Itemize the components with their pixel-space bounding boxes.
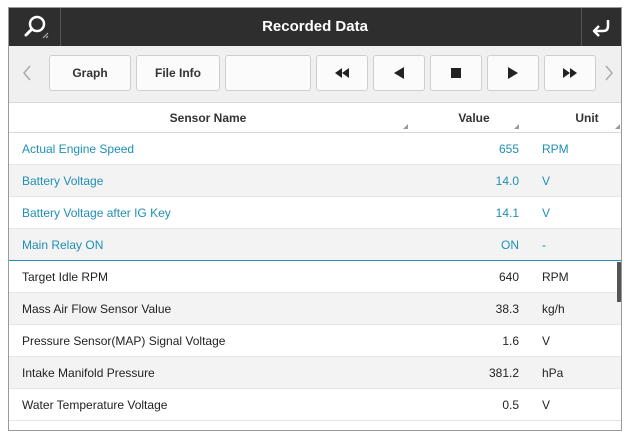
header-sensor-name[interactable]: Sensor Name [169, 111, 247, 125]
sensor-value: 14.1 [495, 206, 519, 220]
sensor-name: Main Relay ON [22, 238, 104, 252]
sensor-name: Water Temperature Voltage [22, 398, 168, 412]
sensor-name: Target Idle RPM [22, 270, 109, 284]
sensor-unit: kg/h [542, 302, 565, 316]
sensor-unit: V [542, 174, 551, 188]
back-arrow-icon [582, 20, 621, 49]
sensor-name: Intake Manifold Pressure [22, 366, 155, 380]
column-resize-handle[interactable] [403, 124, 408, 129]
blank-button[interactable] [225, 55, 311, 91]
table-header: Sensor Name Value Unit [9, 103, 621, 133]
sensor-name: Actual Engine Speed [22, 142, 135, 156]
sensor-unit: V [542, 206, 551, 220]
graph-button[interactable]: Graph [49, 55, 131, 91]
rewind-icon [317, 65, 367, 81]
back-button[interactable] [581, 8, 621, 46]
sensor-value: 38.3 [495, 302, 519, 316]
file-info-button[interactable]: File Info [136, 55, 220, 91]
sensor-unit: V [542, 398, 551, 412]
sensor-name: Battery Voltage after IG Key [22, 206, 171, 220]
table-row[interactable]: Battery Voltage after IG Key 14.1 V [9, 197, 621, 229]
step-back-button[interactable] [373, 55, 425, 91]
sensor-name: Mass Air Flow Sensor Value [22, 302, 172, 316]
sensor-value: 381.2 [488, 366, 519, 380]
sensor-unit: RPM [542, 270, 569, 284]
title-bar: Recorded Data [9, 8, 621, 46]
header-unit[interactable]: Unit [575, 111, 599, 125]
sensor-unit: RPM [542, 142, 569, 156]
table-row[interactable]: Target Idle RPM 640 RPM [9, 261, 621, 293]
table-row[interactable]: Pressure Sensor(MAP) Signal Voltage 1.6 … [9, 325, 621, 357]
toolbar-prev-button[interactable] [17, 55, 37, 91]
table-row[interactable]: Mass Air Flow Sensor Value 38.3 kg/h [9, 293, 621, 325]
sensor-value: 640 [498, 270, 519, 284]
sensor-value: 655 [498, 142, 519, 156]
column-resize-handle[interactable] [615, 124, 620, 129]
sensor-value: 1.6 [502, 334, 519, 348]
chevron-left-icon [17, 65, 37, 81]
play-button[interactable] [487, 55, 539, 91]
sensor-unit: hPa [542, 366, 564, 380]
step-back-icon [374, 65, 424, 81]
table-row[interactable]: Actual Engine Speed 655 RPM [9, 133, 621, 165]
rewind-button[interactable] [316, 55, 368, 91]
table-row[interactable]: Battery Voltage 14.0 V [9, 165, 621, 197]
play-icon [488, 65, 538, 81]
toolbar: Graph File Info [9, 46, 621, 103]
stop-button[interactable] [430, 55, 482, 91]
search-icon [13, 15, 61, 49]
sensor-value: ON [501, 238, 519, 252]
scrollbar-thumb[interactable] [617, 262, 621, 302]
column-resize-handle[interactable] [514, 124, 519, 129]
sensor-unit: - [542, 238, 546, 252]
stop-icon [431, 65, 481, 81]
recorded-data-window: Recorded Data Graph File Info [8, 7, 622, 431]
fast-forward-icon [545, 65, 595, 81]
sensor-name: Battery Voltage [22, 174, 104, 188]
page-title: Recorded Data [262, 18, 368, 35]
sensor-value: 14.0 [495, 174, 519, 188]
search-button[interactable] [13, 8, 61, 46]
table-row[interactable]: Water Temperature Voltage 0.5 V [9, 389, 621, 421]
header-value[interactable]: Value [458, 111, 490, 125]
fast-forward-button[interactable] [544, 55, 596, 91]
sensor-name: Pressure Sensor(MAP) Signal Voltage [22, 334, 226, 348]
table-row[interactable]: Main Relay ON ON - [9, 229, 621, 261]
sensor-unit: V [542, 334, 551, 348]
toolbar-next-button[interactable] [599, 55, 619, 91]
chevron-right-icon [599, 65, 619, 81]
sensor-value: 0.5 [502, 398, 519, 412]
table-row[interactable]: Intake Manifold Pressure 381.2 hPa [9, 357, 621, 389]
